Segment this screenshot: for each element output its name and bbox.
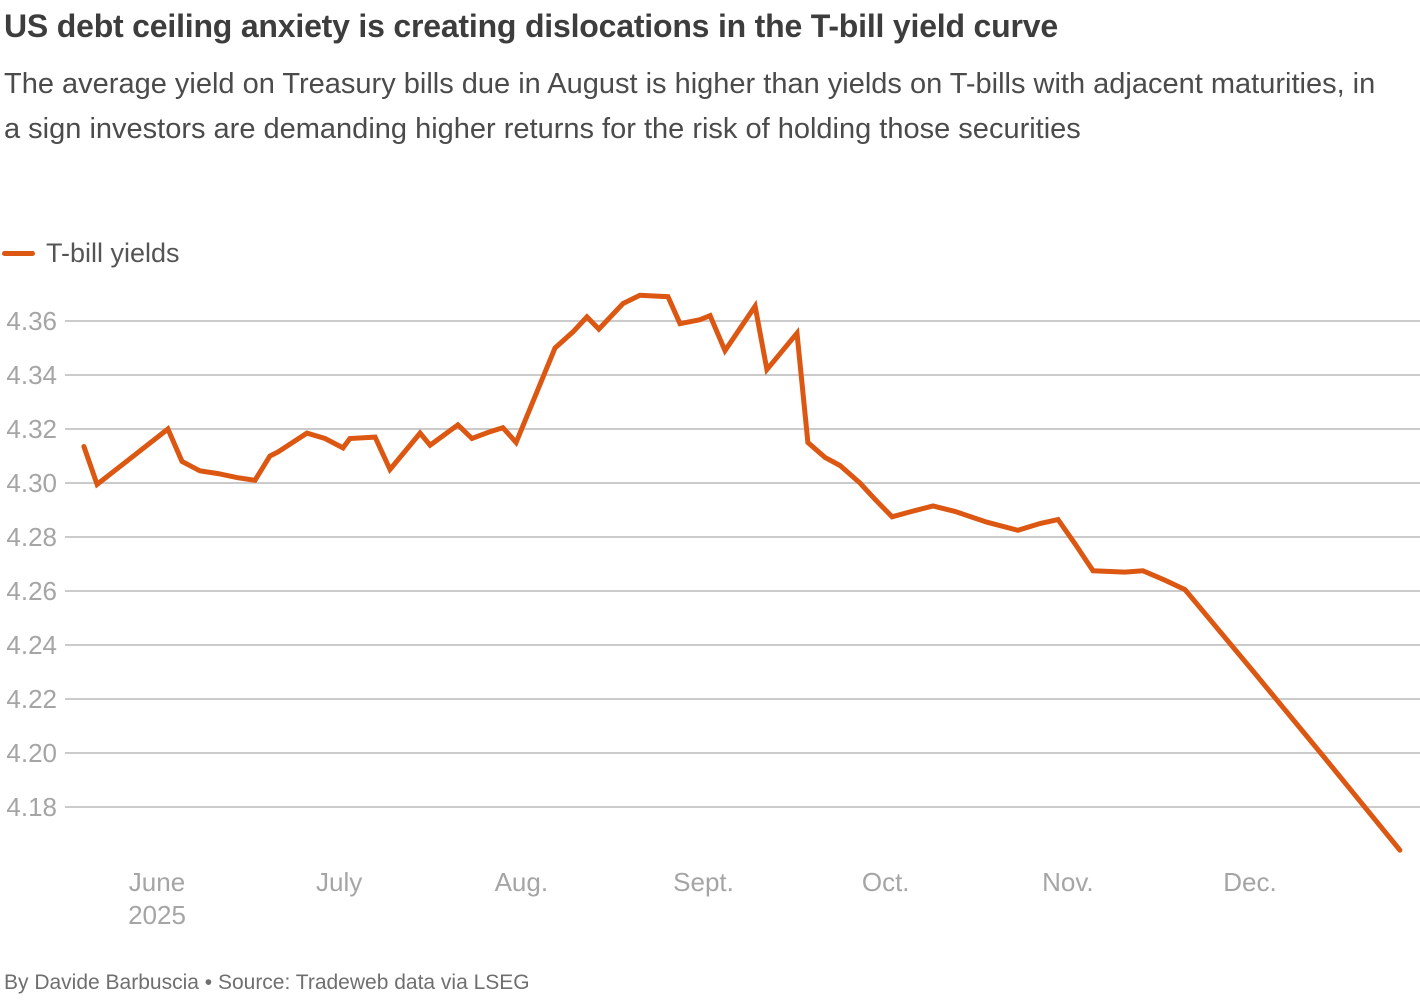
y-tick-label: 4.22 xyxy=(6,684,57,714)
y-tick-label: 4.36 xyxy=(6,306,57,336)
x-tick-label: Aug. xyxy=(495,867,549,897)
y-tick-label: 4.28 xyxy=(6,522,57,552)
y-tick-label: 4.18 xyxy=(6,792,57,822)
y-tick-label: 4.30 xyxy=(6,468,57,498)
y-tick-label: 4.24 xyxy=(6,630,57,660)
x-tick-label: June xyxy=(129,867,185,897)
y-tick-label: 4.34 xyxy=(6,360,57,390)
tbill-yields-line xyxy=(81,292,1403,853)
source-byline: By Davide Barbuscia • Source: Tradeweb d… xyxy=(4,971,530,994)
x-tick-label: Nov. xyxy=(1042,867,1094,897)
legend-line-swatch xyxy=(2,251,35,256)
x-tick-label: Dec. xyxy=(1223,867,1276,897)
x-tick-label: July xyxy=(316,867,362,897)
chart-subtitle: The average yield on Treasury bills due … xyxy=(4,68,1376,145)
y-tick-label: 4.32 xyxy=(6,414,57,444)
legend: T-bill yields xyxy=(2,238,180,269)
x-tick-sublabel: 2025 xyxy=(128,900,186,930)
chart-title: US debt ceiling anxiety is creating disl… xyxy=(4,8,1058,44)
x-tick-label: Oct. xyxy=(862,867,910,897)
legend-label: T-bill yields xyxy=(46,238,180,268)
y-tick-label: 4.26 xyxy=(6,576,57,606)
x-tick-label: Sept. xyxy=(673,867,734,897)
y-tick-label: 4.20 xyxy=(6,738,57,768)
